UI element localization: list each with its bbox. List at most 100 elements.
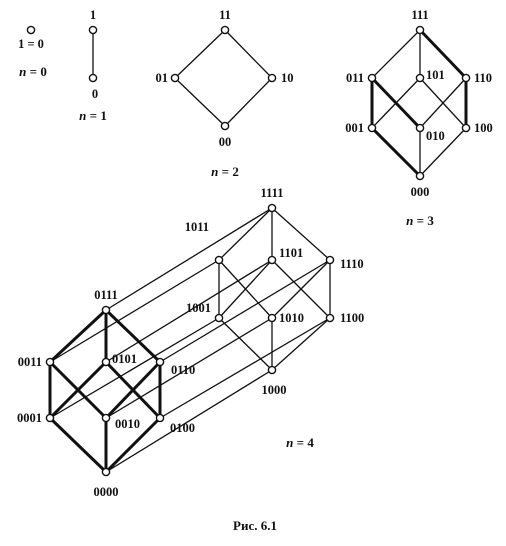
vertex-n4-1001 bbox=[214, 313, 224, 323]
vertex-label: 010 bbox=[426, 129, 445, 143]
vertex-label: 00 bbox=[219, 135, 232, 149]
edge-n3-110-010 bbox=[419, 77, 467, 129]
vertex-label: 100 bbox=[474, 121, 493, 135]
edge-n2-10-00 bbox=[224, 77, 273, 127]
vertex-n2-10 bbox=[267, 73, 277, 83]
edge-n2-01-00 bbox=[174, 77, 226, 127]
vertex-n4-0010 bbox=[101, 413, 111, 423]
vertex-n4-1100 bbox=[325, 313, 335, 323]
vertex-n4-1111 bbox=[267, 203, 277, 213]
edge-n4-1100-1000 bbox=[271, 317, 331, 371]
edge-n2-11-01 bbox=[174, 29, 226, 79]
vertex-n3-000 bbox=[415, 171, 425, 181]
n-label-n0: n = 0 bbox=[19, 64, 47, 79]
nodes-layer bbox=[26, 25, 471, 477]
edge-n4-0100-0000 bbox=[104, 416, 162, 474]
edge-n4-1011-0011 bbox=[49, 259, 220, 363]
vertex-label: 1111 bbox=[261, 186, 284, 200]
vertex-n4-1000 bbox=[267, 365, 277, 375]
vertex-label: 1 bbox=[90, 8, 96, 22]
edge-n4-1101-0101 bbox=[105, 259, 273, 363]
edge-n3-001-000 bbox=[370, 126, 422, 178]
vertex-label: 0011 bbox=[18, 355, 42, 369]
vertex-label: 0000 bbox=[94, 485, 119, 499]
vertex-n4-1010 bbox=[267, 313, 277, 323]
edge-n4-1111-0111 bbox=[105, 207, 273, 311]
vertex-label: 1 = 0 bbox=[18, 37, 44, 51]
vertex-label: 10 bbox=[281, 71, 294, 85]
n-label-n3: n = 3 bbox=[406, 213, 434, 228]
vertex-n4-0101 bbox=[101, 357, 111, 367]
vertex-label: 1101 bbox=[279, 246, 303, 260]
n-label-n2: n = 2 bbox=[211, 164, 239, 179]
vertex-n3-001 bbox=[367, 123, 377, 133]
edge-n4-0111-0110 bbox=[104, 308, 162, 364]
vertex-n1-0 bbox=[88, 73, 98, 83]
vertex-label: 1011 bbox=[185, 220, 209, 234]
n-label-n1: n = 1 bbox=[79, 108, 107, 123]
edge-n4-1100-0100 bbox=[159, 317, 331, 419]
edge-n3-101-001 bbox=[371, 77, 421, 129]
edge-n4-1010-0010 bbox=[105, 317, 273, 419]
edge-n4-1101-1001 bbox=[218, 259, 273, 319]
edge-n4-1111-1110 bbox=[271, 207, 331, 261]
edge-n2-11-10 bbox=[224, 29, 273, 79]
edge-n4-1110-0110 bbox=[159, 259, 331, 363]
vertex-n4-0110 bbox=[155, 357, 165, 367]
vertex-label: 0010 bbox=[115, 417, 140, 431]
vertex-label: 110 bbox=[474, 71, 492, 85]
vertex-n2-00 bbox=[220, 121, 230, 131]
vertex-label: 0101 bbox=[112, 352, 137, 366]
edge-n4-0110-0010 bbox=[104, 360, 162, 420]
vertex-n3-010 bbox=[415, 123, 425, 133]
edge-n4-0111-0011 bbox=[48, 308, 108, 364]
vertex-label: 1000 bbox=[262, 383, 287, 397]
edge-n4-1001-1000 bbox=[218, 317, 273, 371]
vertex-label: 11 bbox=[219, 8, 231, 22]
vertex-n3-111 bbox=[415, 25, 425, 35]
edge-n4-1000-0000 bbox=[105, 369, 273, 473]
vertex-n0-10 bbox=[26, 25, 36, 35]
vertex-label: 1001 bbox=[186, 301, 211, 315]
vertex-label: 011 bbox=[346, 71, 364, 85]
edge-n4-1001-0001 bbox=[49, 317, 220, 419]
vertex-n3-110 bbox=[461, 73, 471, 83]
vertex-n4-1101 bbox=[267, 255, 277, 265]
edge-n4-0001-0000 bbox=[48, 416, 108, 474]
vertex-n3-011 bbox=[367, 73, 377, 83]
edge-n4-1110-1010 bbox=[271, 259, 331, 319]
vertex-label: 01 bbox=[156, 71, 169, 85]
vertex-n4-1011 bbox=[214, 255, 224, 265]
vertex-label: 000 bbox=[411, 185, 430, 199]
vertex-label: 0 bbox=[92, 87, 98, 101]
vertex-n4-0011 bbox=[45, 357, 55, 367]
edge-n3-111-110 bbox=[418, 28, 468, 80]
vertex-label: 001 bbox=[345, 121, 364, 135]
edge-n3-100-000 bbox=[419, 127, 467, 177]
edge-n4-1111-1011 bbox=[218, 207, 273, 261]
vertex-label: 0100 bbox=[170, 421, 195, 435]
vertex-label: 1010 bbox=[279, 311, 304, 325]
vertex-n2-11 bbox=[220, 25, 230, 35]
vertex-n4-0111 bbox=[101, 305, 111, 315]
n-label-n4: n = 4 bbox=[286, 435, 314, 450]
edge-n4-0101-0001 bbox=[48, 360, 108, 420]
vertex-n4-0001 bbox=[45, 413, 55, 423]
vertex-n4-0100 bbox=[155, 413, 165, 423]
vertex-n2-01 bbox=[170, 73, 180, 83]
vertex-label: 0001 bbox=[17, 411, 42, 425]
vertex-label: 111 bbox=[411, 8, 428, 22]
edge-n3-111-011 bbox=[371, 29, 421, 79]
vertex-label: 101 bbox=[426, 68, 445, 82]
vertex-n4-0000 bbox=[101, 467, 111, 477]
vertex-label: 1110 bbox=[340, 257, 364, 271]
figure-caption: Рис. 6.1 bbox=[233, 518, 277, 533]
vertex-n3-100 bbox=[461, 123, 471, 133]
vertex-n1-1 bbox=[88, 25, 98, 35]
vertex-label: 1100 bbox=[340, 311, 364, 325]
vertex-n3-101 bbox=[415, 73, 425, 83]
edges-layer bbox=[48, 28, 468, 474]
vertex-label: 0110 bbox=[171, 363, 195, 377]
